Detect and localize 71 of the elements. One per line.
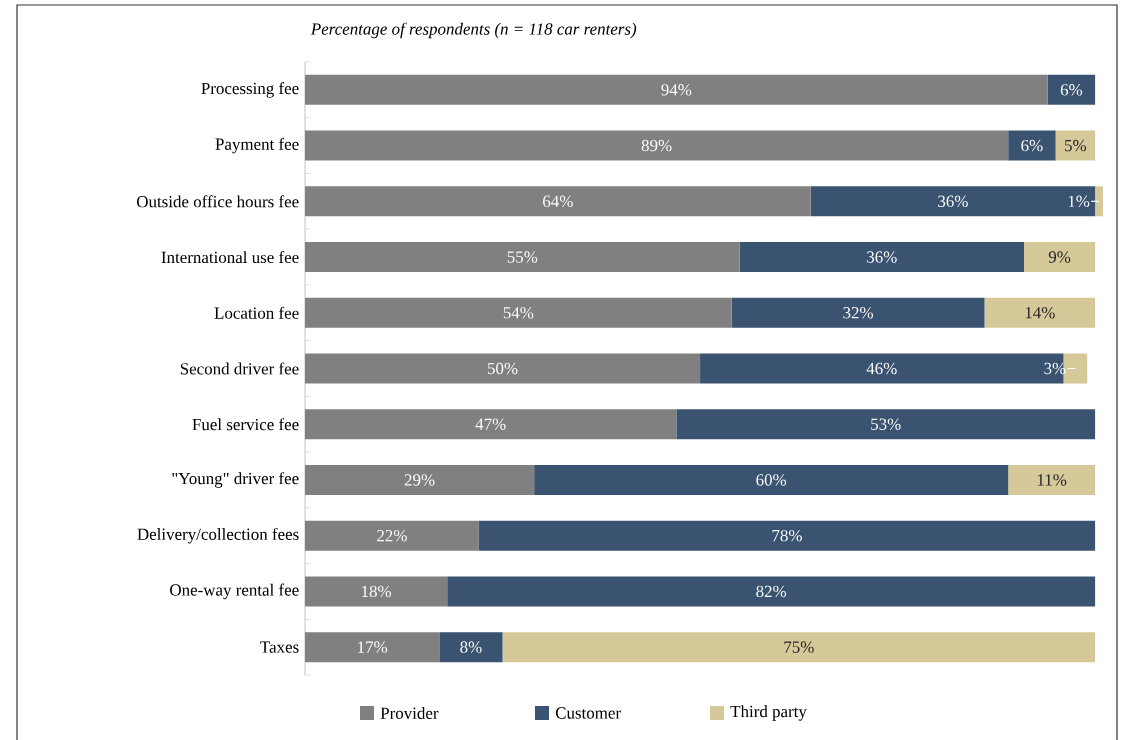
bar	[305, 464, 535, 495]
bar	[731, 297, 985, 328]
bar	[305, 242, 740, 273]
bar	[1055, 130, 1096, 161]
bar	[739, 242, 1024, 273]
data-label: 14%	[1025, 307, 1055, 319]
bar	[502, 632, 1096, 663]
data-label: 36%	[938, 195, 968, 208]
bar	[305, 353, 701, 384]
bar	[447, 576, 1096, 607]
bar	[676, 409, 1096, 440]
y-tick-label: Payment fee	[215, 137, 299, 154]
chart-title: Percentage of respondents (n = 118 car renters)	[310, 22, 637, 39]
data-label: 75%	[784, 641, 814, 653]
bar	[1047, 74, 1096, 105]
bar	[478, 520, 1096, 551]
y-tick-label: "Young" driver fee	[172, 472, 299, 488]
data-label: 47%	[475, 418, 506, 430]
bar	[305, 632, 440, 663]
y-tick-label: One-way rental fee	[170, 583, 299, 600]
data-label: 55%	[507, 251, 538, 263]
data-label: 9%	[1048, 251, 1071, 263]
data-label: 94%	[661, 84, 692, 96]
data-label: 22%	[377, 529, 407, 542]
y-tick-label: Location fee	[214, 306, 299, 319]
bar	[305, 186, 811, 217]
bar	[305, 409, 677, 440]
bar	[810, 186, 1096, 217]
data-label: 46%	[866, 362, 897, 375]
data-label: 8%	[460, 641, 482, 653]
data-label: 54%	[503, 307, 534, 319]
data-label: 32%	[843, 307, 874, 319]
y-tick-label: Processing fee	[201, 82, 299, 98]
data-label: 50%	[488, 362, 518, 375]
bar	[700, 353, 1064, 384]
data-label: 1%	[1068, 195, 1090, 208]
data-label: 78%	[772, 529, 802, 542]
data-label: 36%	[867, 251, 897, 263]
data-label: 6%	[1060, 84, 1083, 96]
y-tick-label: Outside office hours fee	[136, 195, 299, 208]
data-label: 60%	[756, 474, 787, 486]
y-tick-label: Second driver fee	[180, 362, 299, 375]
y-tick-label: Taxes	[260, 641, 299, 653]
bar	[1008, 464, 1096, 495]
data-label: 17%	[358, 641, 388, 653]
data-label: 5%	[1065, 139, 1087, 152]
legend-label: Third party	[730, 705, 807, 721]
legend-label: Customer	[555, 707, 621, 719]
bar	[534, 464, 1009, 495]
data-label: 82%	[756, 585, 787, 598]
bar	[305, 576, 448, 607]
bar	[1095, 186, 1104, 217]
data-label: 53%	[871, 418, 901, 430]
bar	[439, 632, 503, 663]
data-label: 64%	[543, 195, 573, 208]
bar	[305, 297, 732, 328]
data-label: 11%	[1037, 474, 1067, 486]
data-label: 6%	[1021, 139, 1043, 152]
legend-label: Provider	[380, 707, 439, 719]
bar	[984, 297, 1096, 328]
data-label: 89%	[641, 139, 672, 152]
data-label: 29%	[404, 474, 435, 486]
bar	[305, 520, 479, 551]
data-label: 18%	[362, 585, 392, 598]
y-tick-label: Fuel service fee	[192, 418, 299, 431]
y-tick-label: International use fee	[161, 250, 299, 264]
bar	[305, 130, 1009, 161]
bar	[1008, 130, 1056, 161]
bar	[305, 74, 1048, 105]
bar	[1024, 242, 1096, 273]
y-tick-label: Delivery/collection fees	[137, 527, 299, 544]
